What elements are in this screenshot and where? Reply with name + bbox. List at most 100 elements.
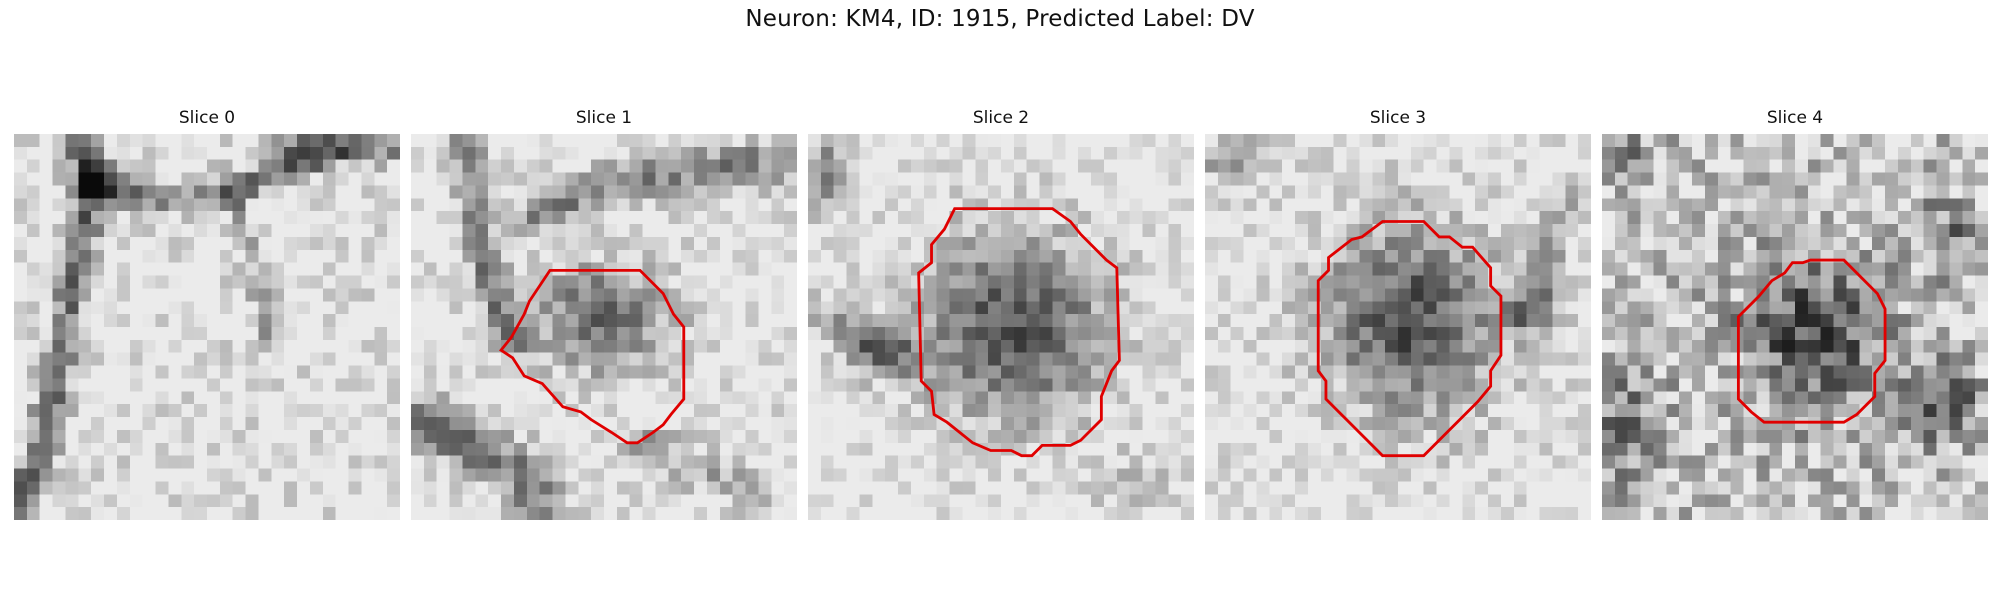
image-pixel [1910,224,1924,238]
image-pixel [1730,172,1744,186]
image-pixel [245,211,259,225]
image-pixel [1436,494,1450,508]
image-pixel [988,507,1002,520]
image-pixel [1704,262,1719,276]
image-pixel [449,327,463,341]
image-pixel [1640,134,1654,148]
image-pixel [219,481,233,495]
image-pixel [655,442,669,456]
image-pixel [820,365,834,379]
image-pixel [1423,417,1437,431]
image-pixel [526,507,540,520]
image-pixel [936,185,950,199]
image-pixel [14,417,28,431]
image-pixel [219,211,233,225]
image-pixel [297,481,311,495]
image-pixel [1807,301,1821,315]
image-pixel [1346,146,1360,160]
image-pixel [758,391,772,405]
image-pixel [1526,468,1540,482]
image-pixel [1526,159,1540,173]
image-pixel [539,236,553,251]
image-pixel [1756,262,1770,276]
image-pixel [1052,468,1066,482]
image-pixel [1307,417,1322,431]
image-pixel [681,134,695,148]
image-pixel [142,378,156,392]
image-pixel [1936,262,1950,276]
image-pixel [1359,442,1373,456]
image-pixel [771,494,785,508]
image-pixel [1975,455,1988,469]
image-pixel [1205,404,1219,418]
image-pixel [1704,429,1719,444]
image-pixel [1552,249,1566,263]
image-pixel [1320,288,1334,302]
image-pixel [1320,494,1334,508]
image-pixel [694,455,708,469]
image-pixel [1449,198,1463,212]
image-pixel [872,429,886,444]
image-pixel [1552,391,1566,405]
image-pixel [1307,211,1322,225]
image-pixel [116,391,131,405]
image-pixel [539,404,553,418]
image-pixel [1614,146,1628,160]
image-pixel [771,455,785,469]
image-pixel [910,211,925,225]
image-pixel [1640,314,1654,328]
image-pixel [1423,224,1437,238]
image-pixel [1039,429,1053,444]
image-pixel [1142,146,1156,160]
image-pixel [668,494,682,508]
image-pixel [898,442,912,456]
image-pixel [1013,378,1027,392]
image-pixel [706,378,721,392]
image-pixel [348,391,362,405]
image-pixel [552,429,566,444]
image-pixel [78,352,92,366]
image-pixel [1385,185,1399,199]
image-pixel [1552,262,1566,276]
image-pixel [808,404,822,418]
image-pixel [207,146,221,160]
image-pixel [142,288,156,302]
image-pixel [1743,391,1757,405]
image-pixel [1602,146,1616,160]
image-pixel [1103,442,1118,456]
image-pixel [1065,481,1079,495]
image-pixel [820,172,834,186]
image-pixel [39,468,53,482]
image-pixel [1462,198,1476,212]
image-pixel [1500,494,1515,508]
image-pixel [1653,404,1667,418]
image-pixel [207,442,221,456]
image-pixel [219,378,233,392]
image-pixel [1423,494,1437,508]
image-pixel [1975,481,1988,495]
image-pixel [1205,236,1219,251]
image-pixel [449,211,463,225]
image-pixel [488,391,502,405]
image-pixel [1462,442,1476,456]
image-pixel [1653,301,1667,315]
image-pixel [1769,339,1783,353]
image-pixel [181,301,195,315]
image-pixel [104,391,118,405]
image-pixel [1949,301,1963,315]
image-pixel [962,378,976,392]
image-pixel [1385,391,1399,405]
image-pixel [1962,339,1976,353]
image-pixel [194,327,208,341]
image-pixel [142,314,156,328]
image-pixel [1436,146,1450,160]
image-pixel [1820,327,1834,341]
image-pixel [1500,275,1515,289]
image-pixel [52,134,66,148]
image-pixel [1885,275,1899,289]
image-pixel [1256,404,1270,418]
image-pixel [1704,404,1719,418]
image-pixel [207,262,221,276]
image-pixel [1103,327,1118,341]
image-pixel [411,314,425,328]
